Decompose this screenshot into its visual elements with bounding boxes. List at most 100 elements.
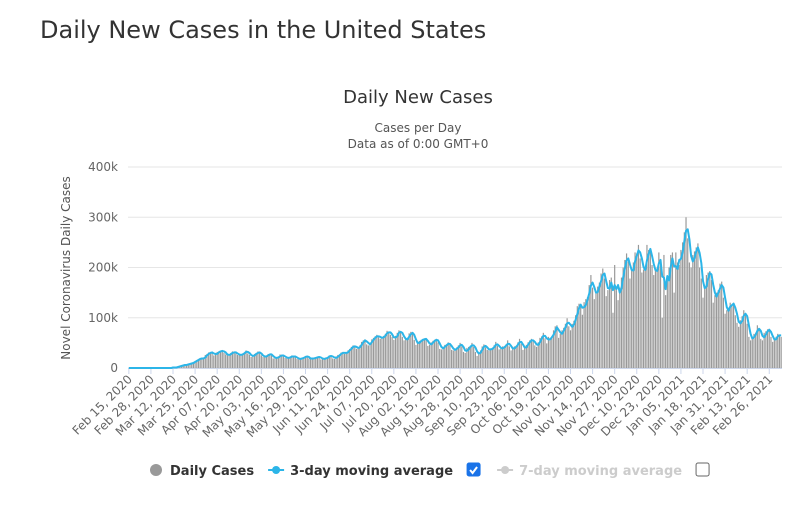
bar [425,338,427,368]
bar [479,350,482,368]
bar [432,340,434,368]
bar [600,273,602,368]
bar [405,339,407,368]
bar [619,287,621,368]
bar [605,296,607,368]
bar [719,283,721,368]
legend-item[interactable]: 7-day moving average [497,464,682,479]
bar [281,355,283,368]
bar [656,267,658,368]
bar [491,347,493,368]
bar [211,352,213,368]
bar [495,341,497,368]
bar [259,353,261,368]
bar [476,355,478,368]
bar [337,354,339,368]
bar [197,358,200,368]
bar [712,302,714,368]
legend-item[interactable]: Daily Cases [150,464,254,479]
bar [206,353,208,368]
bar [535,346,538,368]
checkbox-box[interactable] [695,462,710,477]
bar [191,362,193,368]
bar [313,357,315,368]
bar [340,352,342,368]
bar [755,332,757,368]
bar [517,342,519,368]
bar [184,364,186,368]
bar [457,345,459,368]
bar [493,345,495,368]
bar [496,345,499,368]
bar [503,346,505,368]
bar [279,354,281,368]
bar [699,267,701,368]
bar [644,267,646,368]
bar [541,336,543,368]
bar [398,330,400,368]
bar [333,358,335,368]
bar [615,290,617,368]
bar [303,356,305,368]
bar [709,271,711,368]
bar [717,290,719,368]
bar [581,314,583,368]
line [128,228,782,369]
bar [274,358,276,368]
bar [481,346,483,368]
bar [598,282,600,368]
bar [671,252,674,368]
bar [360,341,363,368]
bar [534,345,536,368]
bar [636,253,638,368]
bar [276,357,278,368]
bar [578,303,580,368]
bar [439,348,441,368]
bar [371,339,373,368]
bar [666,278,668,368]
bar [270,355,273,368]
bar [248,354,251,368]
bar [236,354,239,368]
bar [469,345,471,368]
bar [366,344,368,368]
checkbox-box[interactable] [466,462,481,477]
bar [437,342,439,368]
bar [447,342,449,368]
bar [262,356,264,368]
bar [738,326,740,368]
bar [659,259,662,368]
bar [383,335,385,368]
bar [466,347,468,368]
bar [478,352,480,368]
bar [704,287,706,368]
bar [563,327,565,368]
bar [445,344,448,368]
bar [568,326,570,368]
checkbox[interactable] [466,462,481,477]
bar [362,340,364,368]
bar [597,286,599,368]
bar [588,285,590,368]
bar [571,323,573,368]
bar [406,337,409,368]
bar [649,252,651,368]
bar [209,351,211,368]
bar [663,254,665,368]
checkbox[interactable] [695,462,710,477]
legend-item[interactable]: 3-day moving average [268,464,453,479]
bar [610,277,612,368]
bar [484,347,487,368]
bar [269,354,271,368]
bar [323,358,325,368]
bar [592,287,594,368]
bar [661,317,663,368]
bar [775,336,777,368]
bar [454,348,456,368]
bar [462,351,465,368]
y-tick-label: 300k [88,210,118,224]
bar [357,347,359,368]
bar [350,346,352,368]
bar [731,305,733,368]
